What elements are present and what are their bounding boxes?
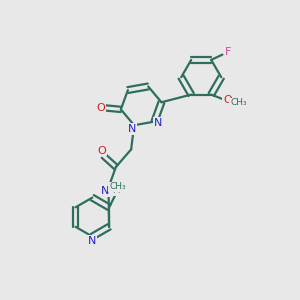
Text: O: O [223, 95, 232, 106]
Text: O: O [96, 103, 105, 113]
Text: F: F [225, 47, 232, 57]
Text: O: O [98, 146, 106, 155]
Text: N: N [88, 236, 96, 246]
Text: H: H [113, 185, 121, 195]
Text: CH₃: CH₃ [230, 98, 247, 107]
Text: N: N [128, 124, 136, 134]
Text: N: N [154, 118, 162, 128]
Text: CH₃: CH₃ [109, 182, 126, 191]
Text: N: N [101, 186, 109, 196]
